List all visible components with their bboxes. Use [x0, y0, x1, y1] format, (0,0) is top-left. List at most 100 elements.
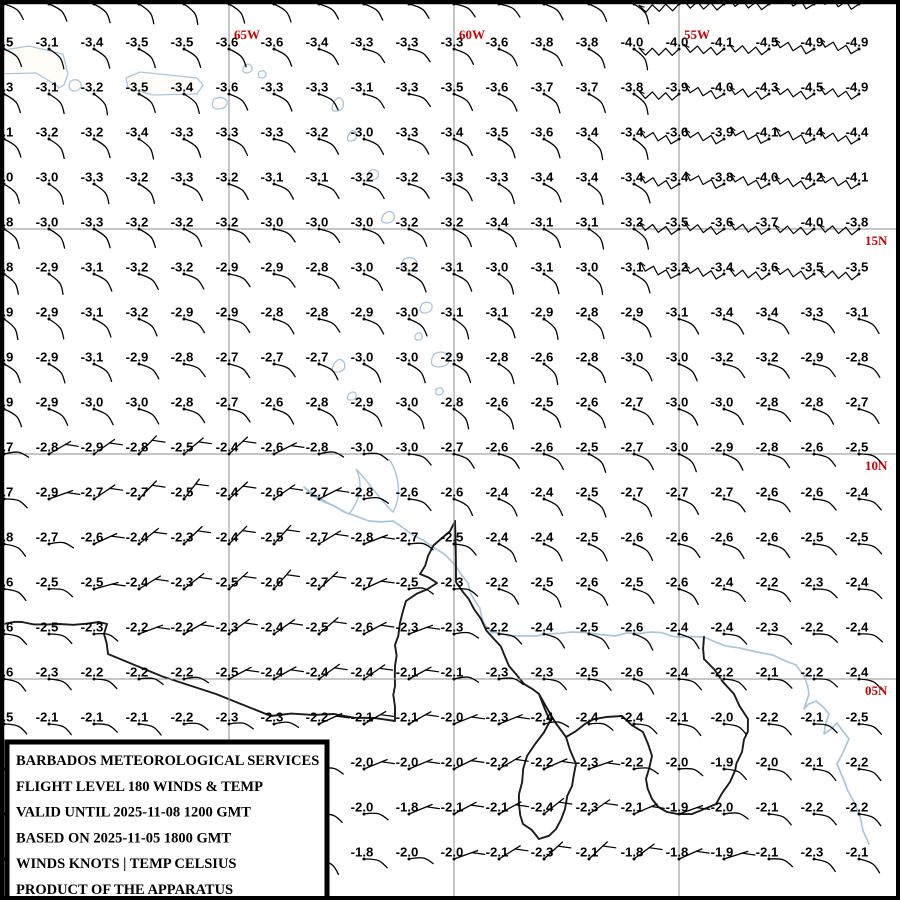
svg-text:-2.9: -2.9 — [171, 305, 194, 320]
svg-text:-2.2: -2.2 — [171, 710, 194, 725]
svg-text:-3.5: -3.5 — [126, 4, 149, 5]
svg-text:-4.5: -4.5 — [801, 80, 824, 95]
svg-text:-2.2: -2.2 — [711, 665, 734, 680]
svg-text:-3.6: -3.6 — [261, 4, 284, 5]
svg-text:-2.2: -2.2 — [171, 665, 194, 680]
svg-text:-3.4: -3.4 — [531, 170, 554, 185]
svg-text:-3.8: -3.8 — [711, 170, 734, 185]
svg-text:-2.6: -2.6 — [81, 530, 104, 545]
svg-text:-2.6: -2.6 — [4, 575, 13, 590]
svg-text:-3.3: -3.3 — [81, 215, 104, 230]
svg-text:-4.2: -4.2 — [801, 170, 824, 185]
svg-text:-3.2: -3.2 — [126, 170, 149, 185]
svg-text:-2.3: -2.3 — [486, 665, 509, 680]
svg-text:-2.4: -2.4 — [486, 530, 509, 545]
svg-text:-2.3: -2.3 — [756, 620, 779, 635]
svg-text:-4.5: -4.5 — [756, 4, 779, 5]
svg-text:-1.9: -1.9 — [711, 845, 734, 860]
svg-text:-3.0: -3.0 — [351, 215, 374, 230]
svg-text:FLIGHT LEVEL 180 WINDS & TEMP: FLIGHT LEVEL 180 WINDS & TEMP — [16, 779, 263, 795]
svg-text:-3.0: -3.0 — [621, 350, 644, 365]
svg-text:-2.9: -2.9 — [126, 350, 149, 365]
svg-text:-3.2: -3.2 — [171, 260, 194, 275]
svg-text:-2.2: -2.2 — [306, 710, 329, 725]
svg-text:-2.2: -2.2 — [531, 755, 554, 770]
svg-text:-3.2: -3.2 — [396, 215, 419, 230]
svg-text:-2.6: -2.6 — [756, 485, 779, 500]
svg-text:-1.8: -1.8 — [396, 800, 419, 815]
svg-text:-3.2: -3.2 — [36, 125, 59, 140]
svg-text:-2.9: -2.9 — [711, 440, 734, 455]
svg-text:-2.6: -2.6 — [261, 395, 284, 410]
svg-text:-2.2: -2.2 — [801, 620, 824, 635]
svg-text:-2.3: -2.3 — [171, 530, 194, 545]
svg-text:-4.4: -4.4 — [801, 125, 824, 140]
svg-text:-3.4: -3.4 — [81, 4, 104, 5]
svg-text:-2.0: -2.0 — [711, 800, 734, 815]
svg-text:-3.4: -3.4 — [576, 125, 599, 140]
svg-text:-3.0: -3.0 — [36, 215, 59, 230]
svg-text:-4.0: -4.0 — [576, 4, 599, 5]
svg-text:-4.9: -4.9 — [846, 80, 869, 95]
svg-text:-2.4: -2.4 — [666, 620, 689, 635]
svg-text:-4.1: -4.1 — [711, 35, 734, 50]
svg-text:-3.6: -3.6 — [531, 125, 554, 140]
svg-text:-2.7: -2.7 — [306, 485, 329, 500]
svg-text:55W: 55W — [684, 27, 710, 42]
svg-text:-2.1: -2.1 — [801, 710, 824, 725]
svg-text:-2.4: -2.4 — [216, 485, 239, 500]
svg-text:-3.1: -3.1 — [306, 170, 329, 185]
svg-text:-3.6: -3.6 — [486, 35, 509, 50]
svg-text:-4.0: -4.0 — [756, 170, 779, 185]
svg-text:-3.8: -3.8 — [621, 80, 644, 95]
svg-text:-1.8: -1.8 — [351, 845, 374, 860]
svg-text:-2.2: -2.2 — [756, 710, 779, 725]
svg-text:-2.6: -2.6 — [801, 485, 824, 500]
svg-text:-2.3: -2.3 — [576, 755, 599, 770]
svg-text:-2.2: -2.2 — [171, 620, 194, 635]
svg-text:-1.8: -1.8 — [666, 845, 689, 860]
svg-text:-3.4: -3.4 — [126, 125, 149, 140]
svg-text:-2.9: -2.9 — [36, 350, 59, 365]
svg-text:-3.4: -3.4 — [756, 305, 779, 320]
svg-text:-3.8: -3.8 — [531, 35, 554, 50]
svg-text:BARBADOS METEOROLOGICAL SERVIC: BARBADOS METEOROLOGICAL SERVICES — [16, 753, 319, 769]
svg-text:-3.4: -3.4 — [486, 215, 509, 230]
svg-text:-2.4: -2.4 — [216, 530, 239, 545]
svg-text:-2.7: -2.7 — [216, 350, 239, 365]
svg-text:-2.3: -2.3 — [216, 710, 239, 725]
svg-text:-3.0: -3.0 — [396, 395, 419, 410]
svg-text:-2.1: -2.1 — [756, 800, 779, 815]
svg-text:-3.7: -3.7 — [531, 80, 554, 95]
svg-text:-2.0: -2.0 — [396, 845, 419, 860]
svg-text:-3.2: -3.2 — [396, 4, 419, 5]
svg-text:-2.1: -2.1 — [396, 710, 419, 725]
svg-text:-2.8: -2.8 — [756, 440, 779, 455]
svg-text:-2.4: -2.4 — [711, 620, 734, 635]
svg-text:-2.6: -2.6 — [621, 620, 644, 635]
svg-text:-3.5: -3.5 — [126, 35, 149, 50]
svg-text:-2.8: -2.8 — [261, 305, 284, 320]
svg-text:-2.7: -2.7 — [81, 485, 104, 500]
svg-text:-3.2: -3.2 — [81, 125, 104, 140]
svg-text:-2.9: -2.9 — [216, 305, 239, 320]
svg-text:-3.5: -3.5 — [801, 260, 824, 275]
svg-text:-2.5: -2.5 — [576, 485, 599, 500]
svg-text:-2.9: -2.9 — [81, 440, 104, 455]
svg-text:-3.1: -3.1 — [81, 260, 104, 275]
svg-text:-2.1: -2.1 — [441, 665, 464, 680]
svg-text:VALID UNTIL 2025-11-08 1200 GM: VALID UNTIL 2025-11-08 1200 GMT — [16, 805, 251, 821]
svg-text:-4.1: -4.1 — [846, 170, 869, 185]
svg-text:-2.4: -2.4 — [846, 485, 869, 500]
svg-text:-2.0: -2.0 — [396, 755, 419, 770]
svg-text:-2.6: -2.6 — [4, 620, 13, 635]
svg-text:-2.6: -2.6 — [801, 440, 824, 455]
svg-text:-3.0: -3.0 — [126, 395, 149, 410]
svg-text:-3.0: -3.0 — [666, 350, 689, 365]
svg-text:-2.7: -2.7 — [846, 395, 869, 410]
svg-text:-3.5: -3.5 — [441, 4, 464, 5]
svg-text:-2.8: -2.8 — [306, 260, 329, 275]
svg-text:-2.5: -2.5 — [306, 620, 329, 635]
svg-text:-2.9: -2.9 — [351, 305, 374, 320]
svg-text:-3.0: -3.0 — [396, 350, 419, 365]
